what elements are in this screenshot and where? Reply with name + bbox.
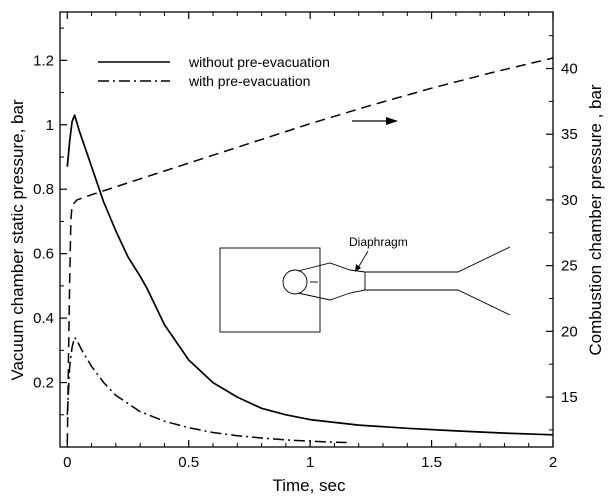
tick-marks [60, 12, 554, 447]
x-tick-label: 1.5 [421, 454, 442, 471]
y2-tick-label: 25 [561, 258, 578, 275]
legend-label-with: with pre-evacuation [188, 73, 310, 89]
y2-tick-label: 20 [561, 323, 578, 340]
x-axis-title: Time, sec [272, 476, 346, 495]
tick-labels: 0 0.5 1 1.5 2 0.2 0.4 0.6 0.8 1 1.2 15 20 25 30 35 40 [33, 52, 578, 471]
y-tick-label: 0.4 [33, 310, 54, 327]
y-tick-label: 0.2 [33, 375, 54, 392]
diaphragm-label: Diaphragm [349, 235, 408, 249]
x-tick-label: 1 [306, 454, 314, 471]
right-axis-arrow [352, 117, 398, 125]
series-line-with-pre-evacuation [66, 336, 347, 444]
nozzle-outline-lower [297, 289, 511, 316]
setup-schematic [219, 246, 511, 333]
y2-tick-label: 30 [561, 192, 578, 209]
diaphragm-leader [357, 250, 369, 269]
series-line-combustion-pressure [66, 57, 554, 444]
legend: without pre-evacuation with pre-evacuati… [98, 54, 330, 89]
y2-tick-label: 35 [561, 126, 578, 143]
vacuum-chamber-box [219, 247, 321, 333]
plot-frame [59, 11, 554, 448]
y-tick-label: 0.8 [33, 181, 54, 198]
y-tick-label: 1.2 [33, 52, 54, 69]
y2-tick-label: 40 [561, 61, 578, 78]
series-line-without-pre-evacuation [66, 114, 554, 436]
x-tick-label: 0 [63, 454, 71, 471]
y-axis-title: Vacuum chamber static pressure, bar [8, 99, 27, 381]
x-tick-label: 2 [549, 454, 557, 471]
x-tick-label: 0.5 [178, 454, 199, 471]
nozzle-outline-upper [297, 246, 511, 273]
y2-axis-title: Combustion chamber pressure , bar [586, 84, 605, 356]
y-tick-label: 1 [46, 117, 54, 134]
combustion-chamber-circle [282, 269, 308, 295]
y2-tick-label: 15 [561, 389, 578, 406]
plot-area-border [59, 11, 554, 448]
series-lines [66, 57, 554, 444]
y-tick-label: 0.6 [33, 246, 54, 263]
legend-label-without: without pre-evacuation [188, 54, 330, 70]
